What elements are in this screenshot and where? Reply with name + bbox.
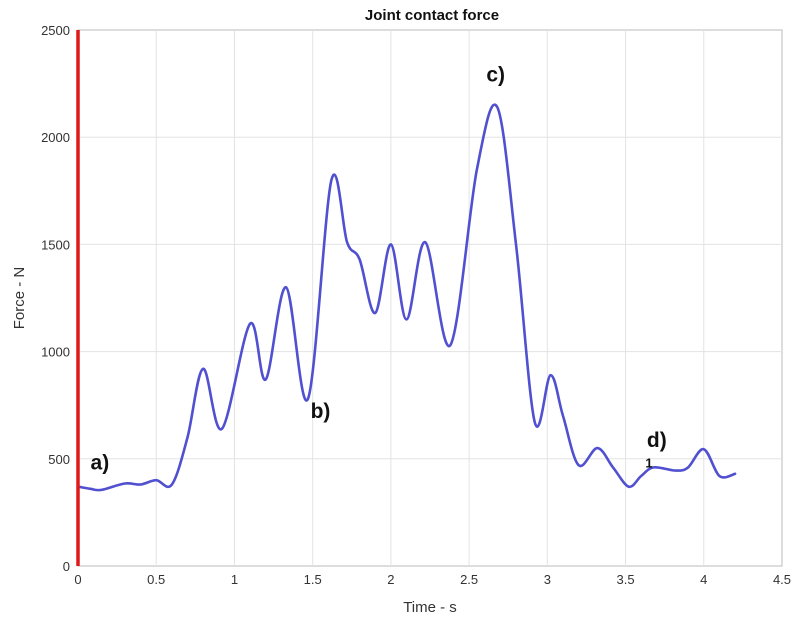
y-tick-label: 1500 xyxy=(41,237,70,252)
x-tick-label: 2.5 xyxy=(460,572,478,587)
y-tick-label: 2000 xyxy=(41,130,70,145)
y-tick-label: 0 xyxy=(63,559,70,574)
x-tick-label: 3 xyxy=(544,572,551,587)
x-tick-label: 4 xyxy=(700,572,707,587)
annotation-label: a) xyxy=(91,452,110,475)
plot-area xyxy=(77,29,783,567)
y-tick-label: 2500 xyxy=(41,23,70,38)
annotation-label: b) xyxy=(311,400,331,423)
annotations: a) b) c) d) 1 xyxy=(91,63,667,474)
annotation-marker-1: 1 xyxy=(645,455,652,470)
x-tick-label: 2 xyxy=(387,572,394,587)
grid xyxy=(78,30,782,566)
y-axis-label: Force - N xyxy=(11,267,28,330)
x-tick-label: 4.5 xyxy=(773,572,791,587)
y-tick-label: 1000 xyxy=(41,345,70,360)
x-tick-label: 1 xyxy=(231,572,238,587)
x-tick-label: 0.5 xyxy=(147,572,165,587)
tick-labels: 0 0.5 1 1.5 2 2.5 3 3.5 4 4.5 0 500 1000 1500 2000 2500 xyxy=(41,23,791,587)
annotation-label: c) xyxy=(486,63,505,86)
chart-title: Joint contact force xyxy=(365,7,499,24)
x-tick-label: 0 xyxy=(74,572,81,587)
x-tick-label: 3.5 xyxy=(617,572,635,587)
annotation-label: d) xyxy=(647,429,667,452)
x-axis-label: Time - s xyxy=(403,599,457,616)
y-tick-label: 500 xyxy=(48,452,70,467)
force-line xyxy=(76,103,737,492)
x-tick-label: 1.5 xyxy=(304,572,322,587)
